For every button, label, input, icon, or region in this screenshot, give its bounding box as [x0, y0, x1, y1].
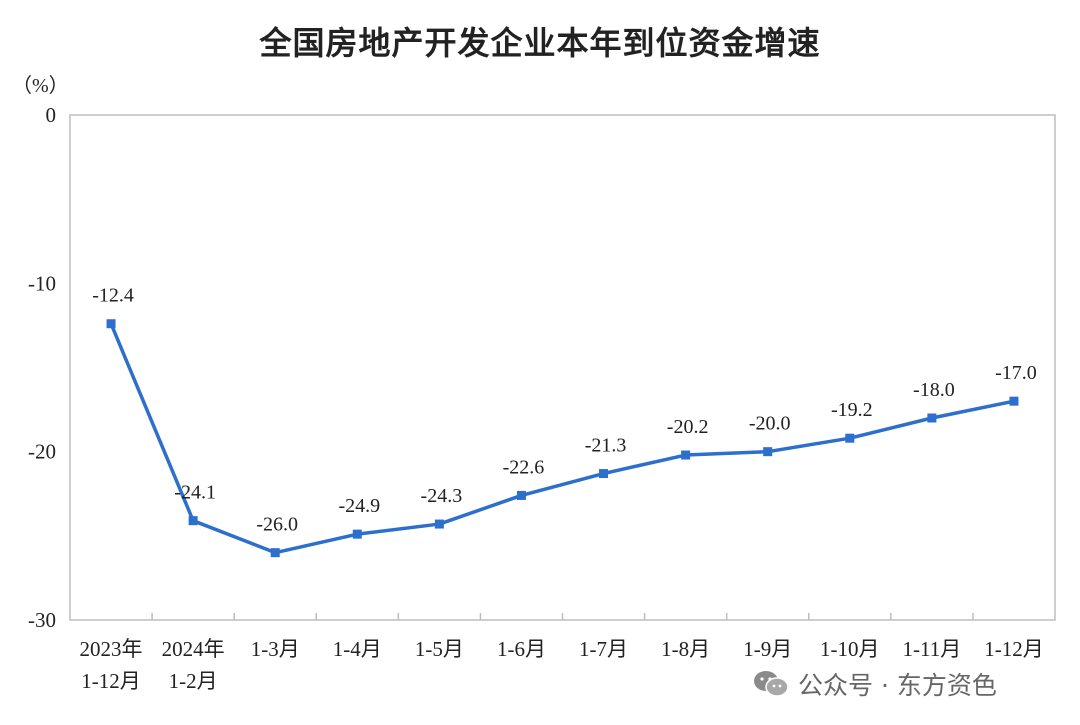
watermark: 公众号 · 东方资色 [752, 664, 997, 704]
x-tick-label: 1-12月 [81, 669, 141, 693]
x-tick-label: 1-3月 [251, 637, 300, 661]
data-point [599, 469, 609, 479]
data-point [516, 490, 526, 500]
plot-frame [69, 114, 1056, 621]
x-tick-label: 2023年 [80, 637, 143, 661]
data-label: -24.3 [421, 485, 463, 507]
data-point [106, 319, 116, 329]
data-label: -20.2 [667, 416, 709, 438]
data-label: -22.6 [503, 456, 545, 478]
data-point [927, 413, 937, 423]
x-tick-label: 2024年 [162, 637, 225, 661]
x-tick-label: 1-4月 [333, 637, 382, 661]
data-point [845, 433, 855, 443]
data-labels: -12.4 -24.1 -26.0 -24.9 -24.3 -22.6 -21.3 -20.2… [92, 285, 1037, 536]
y-tick-label: -20 [28, 440, 56, 464]
x-tick-label: 1-7月 [579, 637, 628, 661]
series-markers [106, 319, 1019, 558]
x-axis: 2023年 1-12月 2024年 1-2月 1-3月 1-4月 1-5月 1-6月 1-7月 1… [80, 613, 1044, 693]
x-tick-label: 1-12月 [984, 637, 1044, 661]
data-label: -20.0 [749, 413, 791, 435]
series-line [109, 323, 1015, 555]
y-unit-label: （%） [12, 74, 69, 97]
wechat-icon [754, 671, 789, 697]
data-label: -18.0 [913, 379, 955, 401]
y-axis: 0 -10 -20 -30 [28, 103, 56, 632]
chart-title: 全国房地产开发企业本年到位资金增速 [259, 24, 821, 62]
x-tick-label: 1-6月 [497, 637, 546, 661]
data-point [763, 447, 773, 457]
x-tick-label: 1-2月 [169, 669, 218, 693]
x-tick-label: 1-11月 [903, 637, 962, 661]
y-tick-label: -10 [28, 271, 56, 295]
y-tick-label: -30 [28, 608, 56, 632]
x-tick-label: 1-5月 [415, 637, 464, 661]
data-point [434, 519, 444, 529]
data-label: -24.1 [174, 482, 216, 504]
data-label: -24.9 [338, 495, 380, 517]
watermark-text: 公众号 · 东方资色 [798, 671, 997, 700]
data-point [352, 529, 362, 539]
data-point [1009, 396, 1019, 406]
data-label: -12.4 [92, 285, 134, 307]
data-label: -21.3 [585, 435, 627, 457]
data-point [681, 450, 691, 460]
data-point [188, 516, 198, 526]
x-tick-label: 1-9月 [743, 637, 792, 661]
x-tick-label: 1-8月 [661, 637, 710, 661]
y-tick-label: 0 [46, 103, 57, 127]
data-point [270, 548, 280, 558]
data-label: -19.2 [831, 399, 873, 421]
data-label: -26.0 [256, 514, 298, 536]
x-tick-label: 1-10月 [820, 637, 880, 661]
data-label: -17.0 [995, 362, 1037, 384]
